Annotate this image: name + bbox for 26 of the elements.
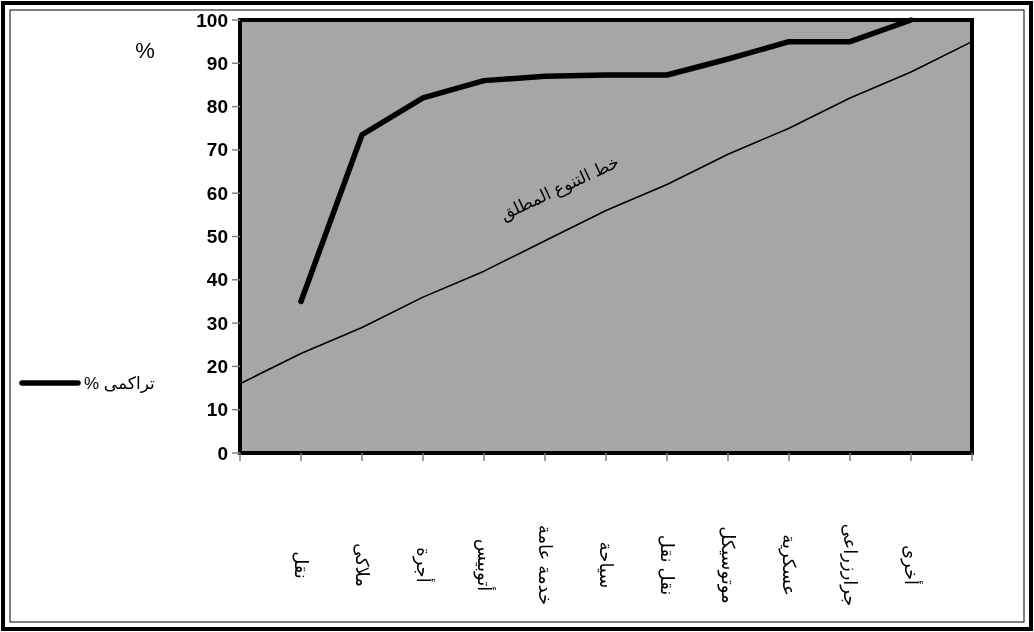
- y-tick-label: 80: [206, 96, 228, 118]
- x-tick-label: أخرى: [900, 544, 923, 586]
- x-tick-label: خدمة عامة: [535, 524, 555, 606]
- legend: تراكمى %: [19, 373, 155, 393]
- x-tick-label: موتوسيكل: [717, 526, 738, 604]
- x-tick-label: ملاكى: [352, 543, 372, 587]
- x-tick-label: نقل: [291, 551, 311, 579]
- x-tick-label: جرارزراعى: [839, 523, 860, 607]
- y-tick-label: 30: [206, 312, 228, 334]
- y-axis-title: %: [135, 38, 155, 63]
- y-tick-label: 20: [206, 355, 228, 377]
- y-tick-label: 60: [206, 182, 228, 204]
- y-tick-label: 40: [206, 269, 228, 291]
- text: خط التنوع المطلق: [497, 152, 623, 225]
- x-tick-label: أتوبيس: [473, 538, 496, 592]
- y-tick-label: 90: [206, 52, 228, 74]
- x-tick-label: أجرة: [412, 547, 435, 583]
- x-tick-label: نقل نقل: [657, 534, 677, 596]
- y-tick-label: 10: [206, 399, 228, 421]
- x-tick-label: عسكرية: [778, 534, 799, 596]
- y-tick-label: 100: [196, 9, 228, 31]
- legend-label: تراكمى %: [84, 373, 156, 393]
- y-tick-label: 50: [206, 226, 228, 247]
- y-tick-label: 70: [206, 139, 228, 161]
- x-tick-label: سياحة: [596, 541, 616, 589]
- y-tick-label: 0: [217, 442, 228, 464]
